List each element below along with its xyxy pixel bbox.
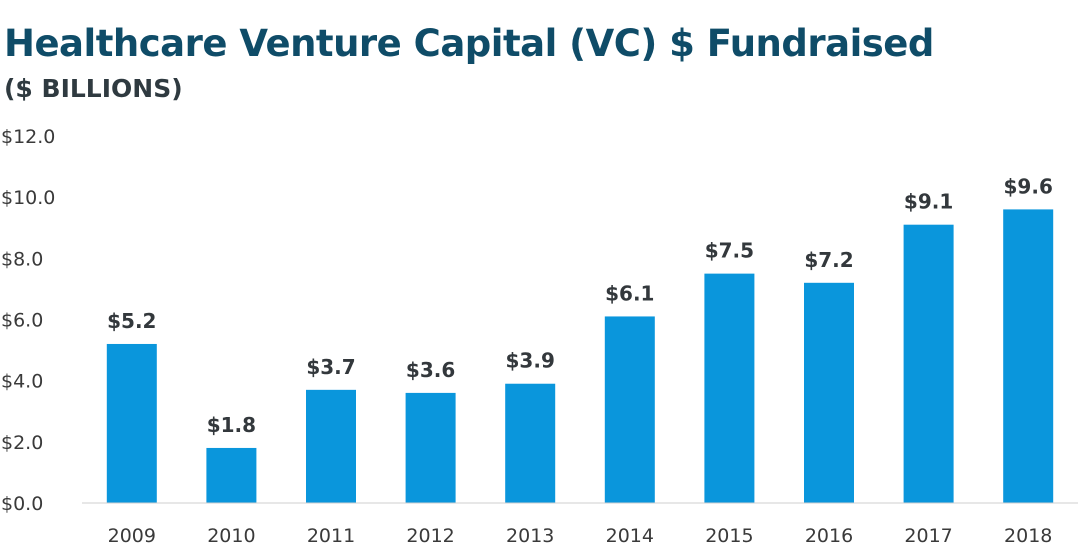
data-label: $1.8 bbox=[207, 413, 256, 437]
bar bbox=[206, 447, 257, 503]
x-tick-label: 2013 bbox=[506, 525, 554, 547]
x-tick-label: 2011 bbox=[307, 525, 355, 547]
x-tick-label: 2016 bbox=[805, 525, 853, 547]
bar bbox=[505, 383, 556, 503]
y-tick-label: $10.0 bbox=[1, 187, 55, 209]
bar bbox=[804, 282, 854, 503]
x-tick-label: 2015 bbox=[705, 525, 753, 547]
data-labels: $5.2 $1.8 $3.7 $3.6 $3.9 $6.1 $7.5 $7.2 $9.1 $9.6 bbox=[107, 174, 1053, 437]
x-tick-label: 2010 bbox=[207, 525, 255, 547]
x-tick-label: 2018 bbox=[1004, 525, 1052, 547]
data-label: $7.2 bbox=[804, 248, 853, 272]
data-label: $6.1 bbox=[605, 281, 654, 305]
bars bbox=[106, 209, 1054, 504]
data-label: $9.1 bbox=[904, 190, 953, 214]
y-tick-label: $2.0 bbox=[1, 432, 43, 454]
y-tick-label: $6.0 bbox=[1, 310, 43, 332]
data-label: $9.6 bbox=[1004, 174, 1053, 198]
y-axis: $0.0 $2.0 $4.0 $6.0 $8.0 $10.0 $12.0 bbox=[1, 126, 55, 515]
x-tick-label: 2009 bbox=[108, 525, 156, 547]
data-label: $3.9 bbox=[506, 349, 555, 373]
bar bbox=[704, 273, 755, 503]
bar bbox=[306, 389, 356, 503]
data-label: $3.6 bbox=[406, 358, 455, 382]
y-tick-label: $12.0 bbox=[1, 126, 55, 148]
chart-subtitle: ($ BILLIONS) bbox=[4, 74, 183, 103]
bar bbox=[903, 224, 954, 504]
chart-title: Healthcare Venture Capital (VC) $ Fundra… bbox=[4, 22, 934, 65]
x-tick-label: 2014 bbox=[606, 525, 654, 547]
y-tick-label: $8.0 bbox=[1, 248, 43, 270]
y-tick-label: $4.0 bbox=[1, 371, 43, 393]
bar bbox=[604, 316, 655, 503]
x-tick-label: 2012 bbox=[406, 525, 454, 547]
data-label: $7.5 bbox=[705, 239, 754, 263]
bar bbox=[405, 392, 456, 503]
y-tick-label: $0.0 bbox=[1, 493, 43, 515]
x-tick-label: 2017 bbox=[904, 525, 952, 547]
x-axis: 2009 2010 2011 2012 2013 2014 2015 2016 2017 2018 bbox=[82, 502, 1078, 547]
bar bbox=[106, 343, 157, 503]
data-label: $3.7 bbox=[306, 355, 355, 379]
data-label: $5.2 bbox=[107, 309, 156, 333]
bar bbox=[1003, 209, 1054, 503]
